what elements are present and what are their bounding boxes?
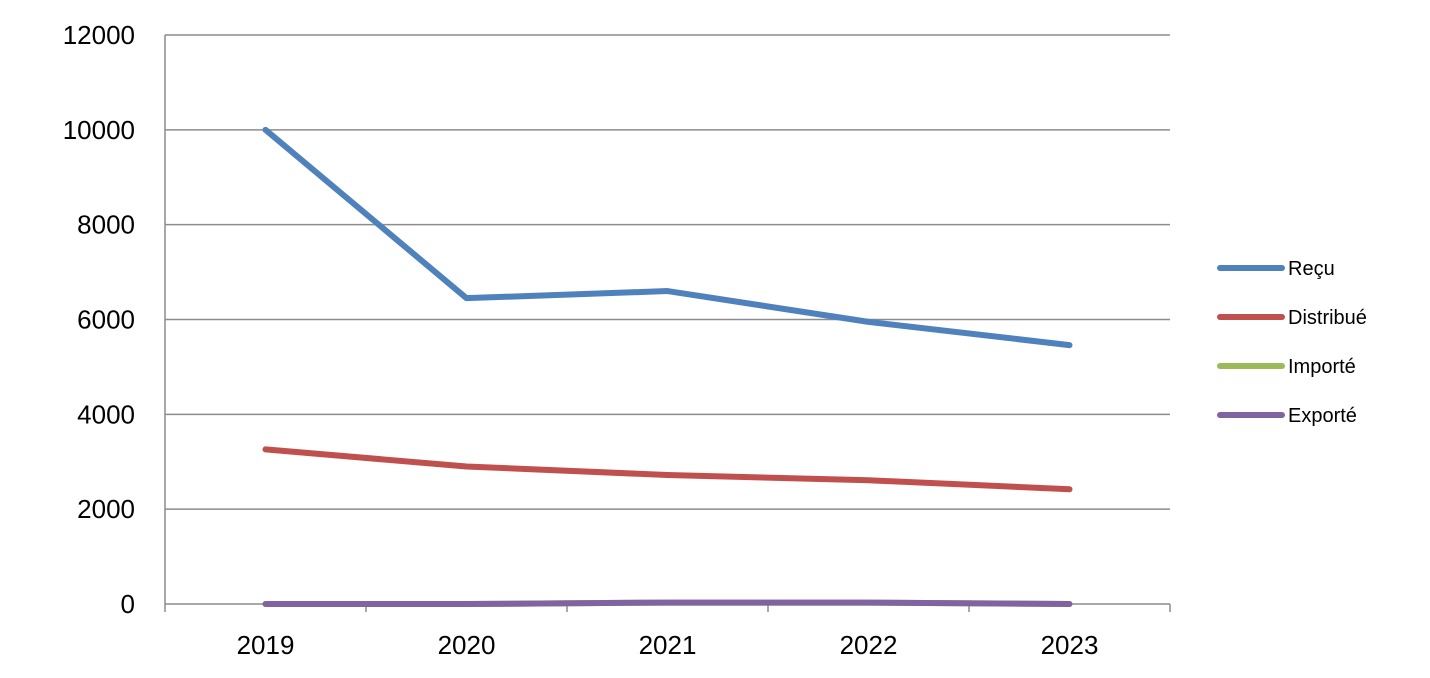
x-tick-label: 2022 (840, 630, 898, 660)
x-axis: 2019 2020 2021 2022 2023 (164, 604, 1171, 660)
legend-item: Reçu (1217, 258, 1335, 280)
gridlines (165, 34, 1170, 605)
series-line-3 (262, 599, 1073, 607)
series-line-1 (262, 446, 1073, 493)
x-tick-label: 2019 (237, 630, 295, 660)
series-lines (262, 126, 1073, 607)
legend-label: Importé (1288, 356, 1356, 378)
legend: Reçu Distribué Importé Exporté (1217, 258, 1367, 427)
legend-label: Distribué (1288, 307, 1367, 329)
legend-label: Reçu (1288, 258, 1335, 280)
legend-item: Distribué (1217, 307, 1367, 329)
legend-item: Exporté (1217, 405, 1357, 427)
x-tick-label: 2020 (438, 630, 496, 660)
y-tick-label: 2000 (77, 494, 135, 524)
y-tick-label: 8000 (77, 210, 135, 240)
legend-item: Importé (1217, 356, 1356, 378)
series-line-0 (262, 126, 1073, 349)
y-tick-label: 4000 (77, 399, 135, 429)
y-tick-label: 0 (121, 589, 135, 619)
y-tick-label: 6000 (77, 305, 135, 335)
x-tick-label: 2021 (639, 630, 697, 660)
y-tick-label: 10000 (63, 115, 135, 145)
legend-label: Exporté (1288, 405, 1357, 427)
x-tick-label: 2023 (1041, 630, 1099, 660)
y-axis: 0 2000 4000 6000 8000 10000 12000 (63, 20, 166, 619)
y-tick-label: 12000 (63, 20, 135, 50)
